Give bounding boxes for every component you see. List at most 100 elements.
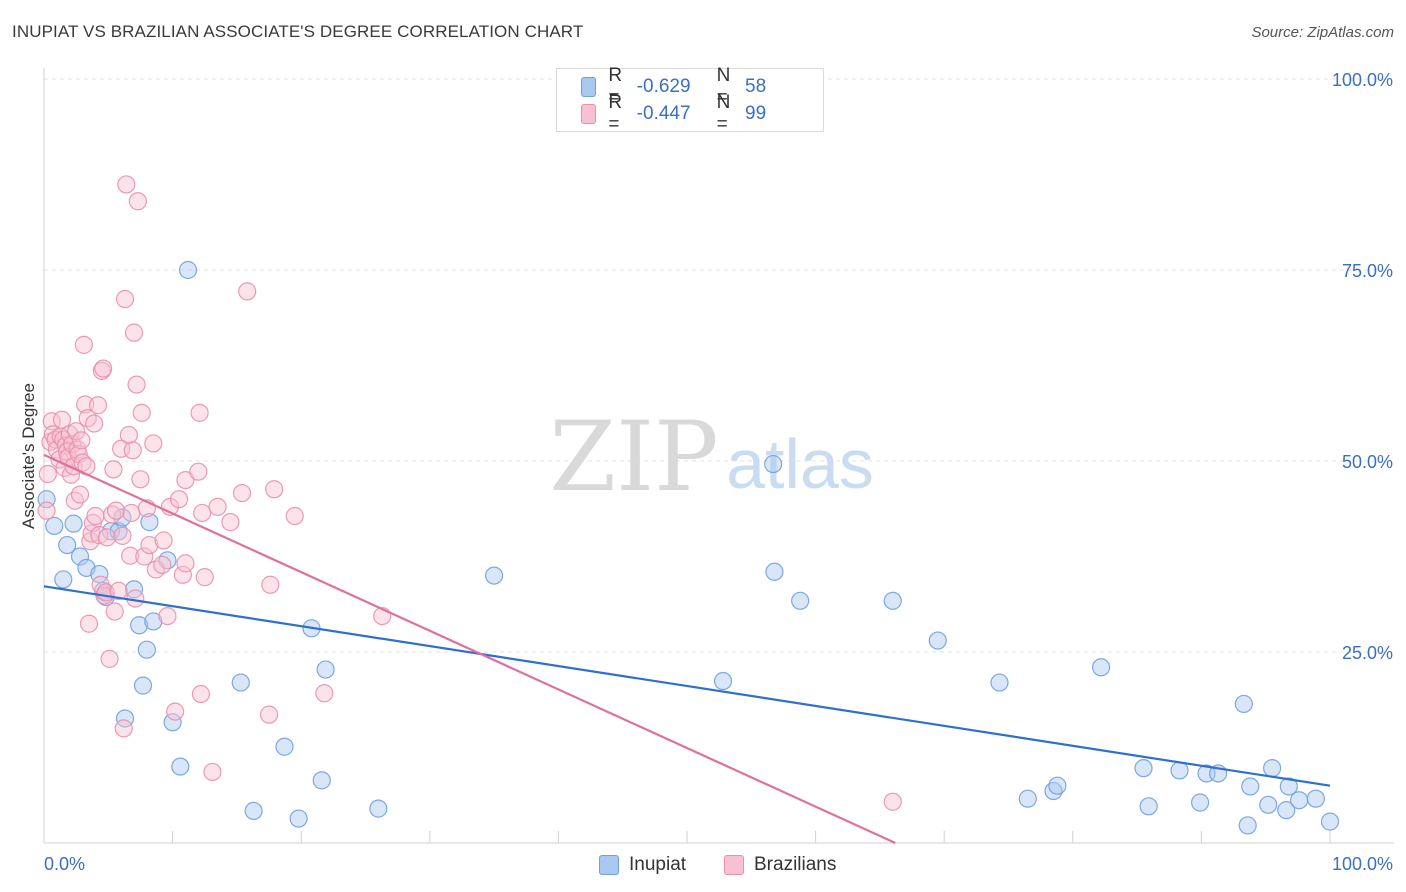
bottom-legend-swatch-brazilians [724, 855, 744, 875]
data-point [1170, 761, 1189, 780]
y-tick-label: 25.0% [1342, 643, 1393, 663]
data-point [114, 719, 133, 738]
data-point [88, 396, 108, 415]
data-point [928, 631, 947, 650]
legend-r-value: -0.447 [636, 103, 691, 124]
data-point [122, 503, 141, 523]
data-point [238, 282, 257, 301]
data-point [189, 462, 208, 481]
data-point [135, 547, 154, 566]
data-point [153, 555, 172, 575]
data-point [70, 547, 90, 566]
bottom-legend-swatch-inupiat [599, 855, 619, 875]
data-point [265, 480, 284, 499]
chart-title: INUPIAT VS BRAZILIAN ASSOCIATE'S DEGREE … [12, 22, 584, 41]
data-point [195, 568, 214, 587]
data-point [119, 425, 138, 445]
watermark-atlas: atlas [726, 425, 874, 503]
watermark-zip: ZIP [549, 401, 718, 513]
watermark: ZIP atlas [549, 401, 874, 513]
trend-lines [43, 453, 1331, 845]
data-point [130, 616, 149, 635]
data-point [193, 503, 212, 523]
data-point [54, 570, 73, 589]
data-point [64, 514, 83, 533]
data-point [289, 809, 308, 828]
x-axis-ticks [172, 831, 1331, 843]
data-point [144, 612, 163, 631]
grid-lines [44, 78, 1394, 653]
data-point [76, 395, 95, 414]
data-point [1263, 759, 1282, 778]
data-point [124, 580, 144, 599]
x-axis-tick-labels: 0.0% 100.0% [44, 854, 1393, 874]
data-point [128, 192, 147, 211]
data-point [713, 671, 733, 691]
data-point [52, 410, 72, 429]
y-axis-title: Associate's Degree [19, 383, 38, 529]
data-point [166, 702, 185, 721]
data-point [1048, 776, 1067, 795]
data-point [1018, 789, 1037, 808]
data-points [37, 175, 1340, 835]
data-point [1279, 777, 1298, 796]
data-point [369, 799, 388, 818]
data-point [316, 660, 335, 679]
data-point [85, 414, 104, 433]
data-point [94, 359, 113, 378]
data-point [203, 762, 222, 782]
data-point [231, 673, 250, 692]
data-point [105, 602, 124, 621]
data-point [127, 375, 146, 394]
y-axis-tick-labels: 25.0% 50.0% 75.0% 100.0% [1332, 70, 1393, 663]
data-point [74, 335, 93, 354]
data-point [58, 535, 77, 555]
trend-line-brazilians [43, 453, 896, 845]
x-tick-label: 100.0% [1332, 854, 1393, 874]
legend-row-brazilians: R = -0.447 N = 99 [581, 92, 823, 135]
y-tick-label: 50.0% [1342, 452, 1393, 472]
trend-line-inupiat [43, 585, 1331, 787]
data-point [140, 535, 159, 555]
series-inupiat [37, 260, 1340, 835]
data-point [113, 526, 132, 545]
legend-n-label: N = [716, 65, 731, 108]
data-point [86, 506, 105, 526]
data-point [176, 554, 195, 573]
legend-n-label: N = [716, 92, 731, 135]
data-point [315, 684, 334, 703]
data-point [275, 737, 294, 756]
source-label: Source: ZipAtlas.com [1251, 24, 1394, 41]
legend-row-inupiat: R = -0.629 N = 58 [581, 65, 823, 108]
data-point [764, 454, 783, 474]
data-point [100, 649, 119, 668]
legend-n-value: 99 [745, 103, 767, 124]
data-point [232, 483, 252, 503]
data-point [190, 403, 209, 422]
legend-r-value: -0.629 [636, 76, 691, 97]
data-point [173, 565, 192, 584]
data-point [109, 581, 128, 600]
data-point [883, 591, 902, 610]
data-point [67, 422, 86, 441]
bottom-legend-inupiat[interactable]: Inupiat [599, 852, 686, 878]
data-point [1306, 789, 1325, 808]
bottom-legend-brazilians[interactable]: Brazilians [724, 852, 836, 878]
data-point [1238, 816, 1257, 835]
data-point [112, 439, 131, 458]
data-point [133, 676, 153, 695]
x-tick-label: 0.0% [44, 854, 85, 874]
legend-r-label: R = [608, 92, 623, 135]
data-point [285, 506, 304, 526]
data-point [97, 528, 117, 547]
data-point [115, 289, 135, 309]
data-point [990, 673, 1009, 692]
data-point [1134, 759, 1153, 778]
data-point [221, 513, 240, 532]
data-point [140, 513, 159, 532]
data-point [178, 260, 198, 280]
data-point [312, 771, 331, 790]
legend-n-value: 58 [745, 76, 767, 97]
data-point [106, 501, 126, 520]
